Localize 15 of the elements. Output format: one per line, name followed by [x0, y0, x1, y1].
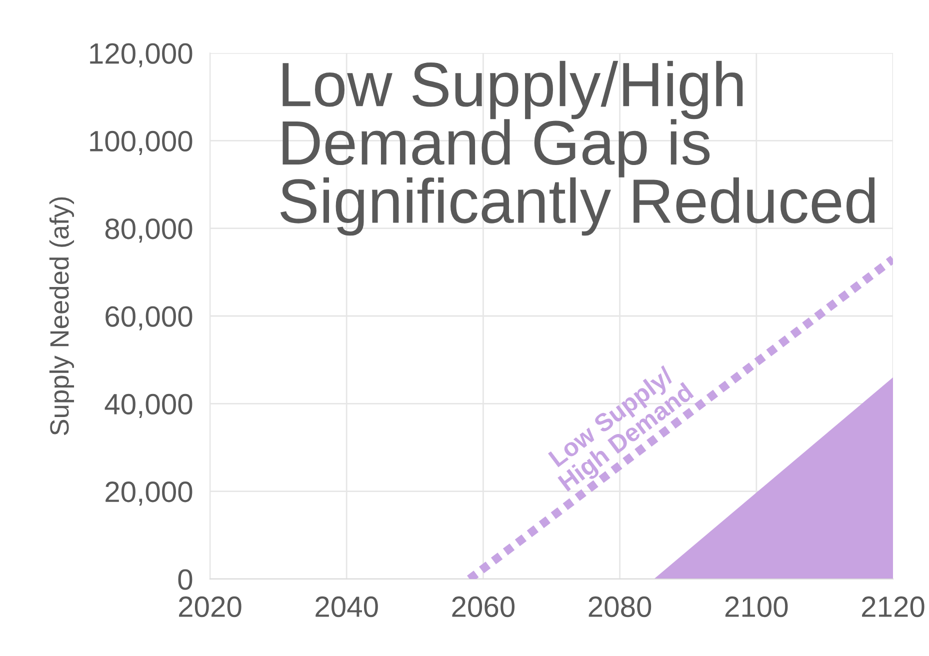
y-tick-label: 0	[178, 569, 192, 590]
y-axis-title: Supply Needed (afy)	[49, 197, 74, 436]
y-tick-label: 100,000	[90, 130, 192, 155]
y-tick-label: 20,000	[106, 482, 192, 506]
y-tick-label: 60,000	[106, 306, 192, 330]
y-tick-label: 80,000	[105, 218, 192, 243]
x-tick-label: 2120	[862, 596, 924, 618]
x-tick-label: 2020	[179, 596, 242, 618]
x-tick-label: 2100	[725, 596, 788, 618]
text: Low Supply/High Demand Gap is Significantly Reduced	[280, 60, 875, 236]
x-tick-label: 2080	[588, 596, 652, 618]
y-tick-label: 120,000	[90, 43, 192, 68]
y-tick-label: 40,000	[104, 394, 192, 418]
x-tick-label: 2060	[452, 596, 515, 618]
x-tick-label: 2040	[316, 596, 378, 618]
